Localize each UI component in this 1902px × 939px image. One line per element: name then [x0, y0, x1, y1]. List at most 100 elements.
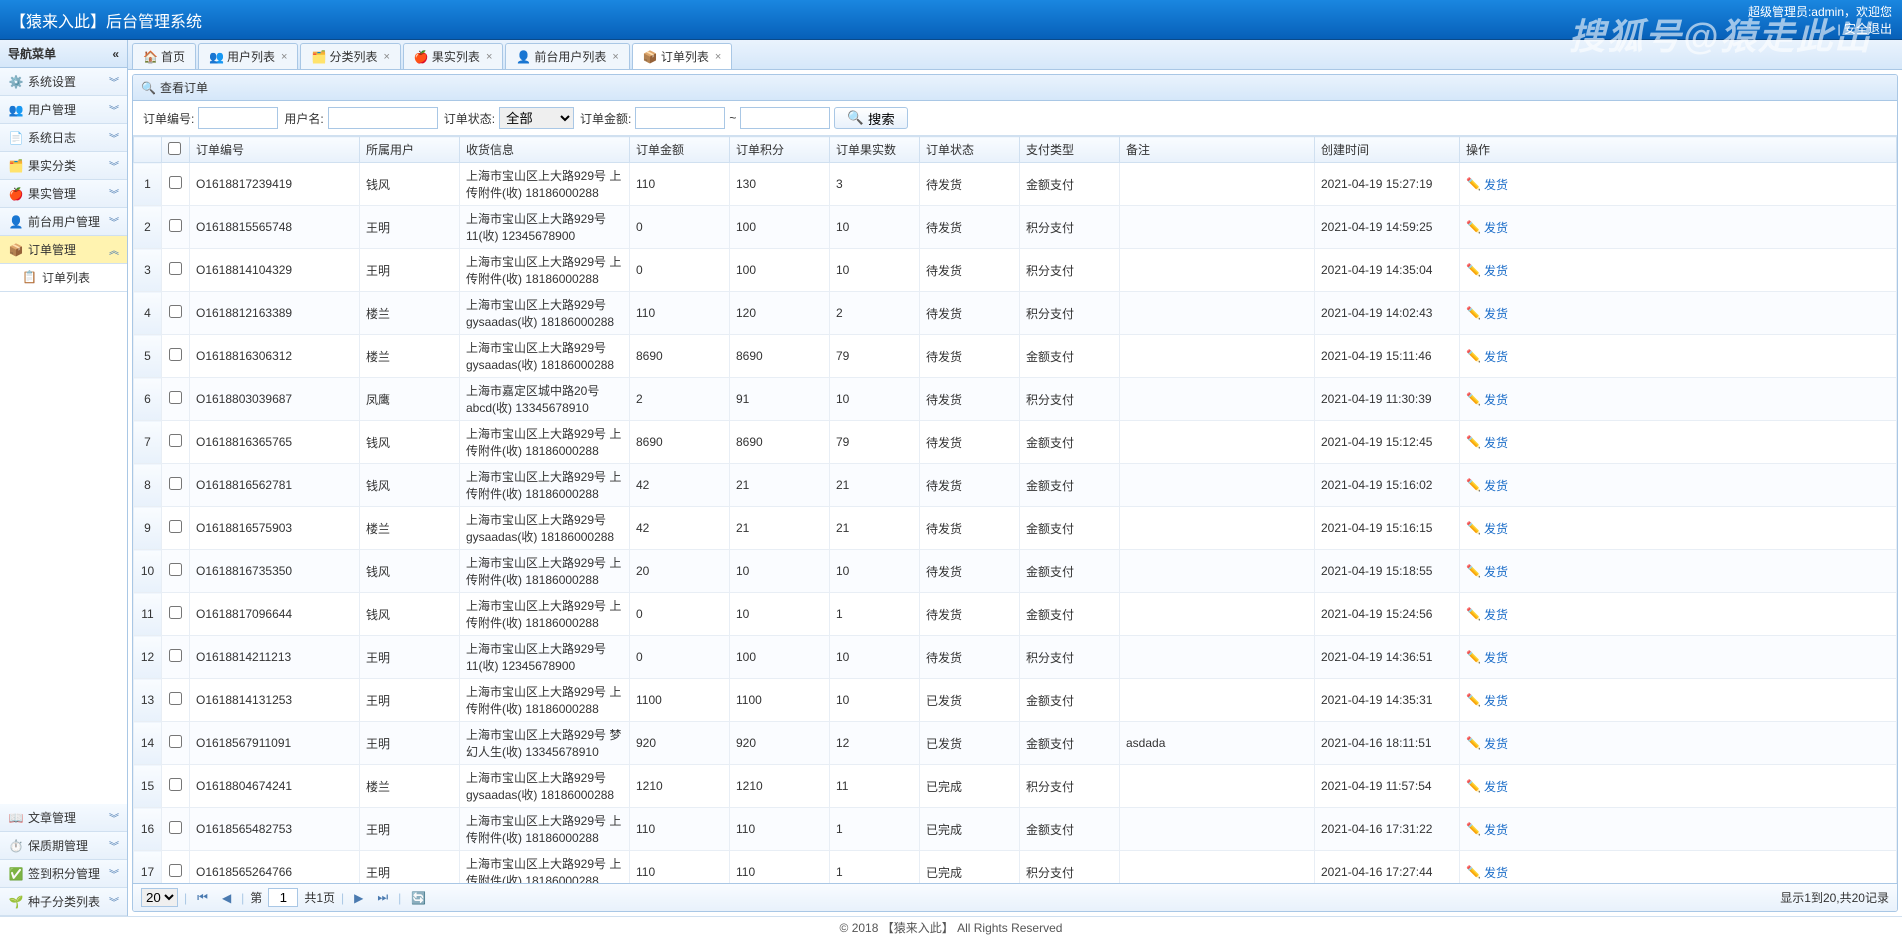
table-row[interactable]: 1 O1618817239419 钱风 上海市宝山区上大路929号 上传附件(收… [134, 163, 1897, 206]
column-header[interactable] [162, 137, 190, 163]
row-checkbox[interactable] [169, 176, 182, 189]
table-row[interactable]: 15 O1618804674241 楼兰 上海市宝山区上大路929号 gysaa… [134, 765, 1897, 808]
table-row[interactable]: 13 O1618814131253 王明 上海市宝山区上大路929号 上传附件(… [134, 679, 1897, 722]
sidebar-item-shelf[interactable]: ⏱️保质期管理︾ [0, 832, 127, 860]
amount-max-input[interactable] [740, 107, 830, 129]
column-header[interactable]: 操作 [1460, 137, 1897, 163]
sidebar-item-fruit[interactable]: 🍎果实管理︾ [0, 180, 127, 208]
ship-button[interactable]: ✏️发货 [1466, 391, 1508, 408]
ship-button[interactable]: ✏️发货 [1466, 649, 1508, 666]
tab-fruit[interactable]: 🍎果实列表× [403, 43, 503, 69]
first-page-button[interactable]: ⏮ [193, 888, 212, 907]
table-row[interactable]: 14 O1618567911091 王明 上海市宝山区上大路929号 梦幻人生(… [134, 722, 1897, 765]
row-checkbox[interactable] [169, 305, 182, 318]
sidebar-item-category[interactable]: 🗂️果实分类︾ [0, 152, 127, 180]
table-row[interactable]: 8 O1618816562781 钱风 上海市宝山区上大路929号 上传附件(收… [134, 464, 1897, 507]
logout-link[interactable]: | 安全退出 [1838, 22, 1892, 36]
amount-min-input[interactable] [635, 107, 725, 129]
table-row[interactable]: 10 O1618816735350 钱风 上海市宝山区上大路929号 上传附件(… [134, 550, 1897, 593]
refresh-button[interactable]: 🔄 [407, 889, 430, 907]
ship-button[interactable]: ✏️发货 [1466, 821, 1508, 838]
ship-button[interactable]: ✏️发货 [1466, 176, 1508, 193]
column-header[interactable]: 创建时间 [1315, 137, 1460, 163]
collapse-icon[interactable]: « [112, 47, 119, 61]
sidebar-item-front-users[interactable]: 👤前台用户管理︾ [0, 208, 127, 236]
ship-button[interactable]: ✏️发货 [1466, 434, 1508, 451]
ship-button[interactable]: ✏️发货 [1466, 864, 1508, 881]
close-icon[interactable]: × [486, 51, 492, 63]
sidebar-item-article[interactable]: 📖文章管理︾ [0, 804, 127, 832]
sidebar-item-log[interactable]: 📄系统日志︾ [0, 124, 127, 152]
ship-button[interactable]: ✏️发货 [1466, 692, 1508, 709]
ship-button[interactable]: ✏️发货 [1466, 219, 1508, 236]
tab-front-users[interactable]: 👤前台用户列表× [505, 43, 629, 69]
row-checkbox[interactable] [169, 649, 182, 662]
ship-button[interactable]: ✏️发货 [1466, 735, 1508, 752]
tab-category[interactable]: 🗂️分类列表× [300, 43, 400, 69]
row-checkbox[interactable] [169, 563, 182, 576]
column-header[interactable]: 支付类型 [1020, 137, 1120, 163]
column-header[interactable] [134, 137, 162, 163]
tab-users[interactable]: 👥用户列表× [198, 43, 298, 69]
table-row[interactable]: 17 O1618565264766 王明 上海市宝山区上大路929号 上传附件(… [134, 851, 1897, 884]
close-icon[interactable]: × [281, 51, 287, 63]
column-header[interactable]: 所属用户 [360, 137, 460, 163]
table-row[interactable]: 6 O1618803039687 凤鹰 上海市嘉定区城中路20号 abcd(收)… [134, 378, 1897, 421]
sidebar-item-seed[interactable]: 🌱种子分类列表︾ [0, 888, 127, 916]
username-input[interactable] [328, 107, 438, 129]
sidebar-item-gear[interactable]: ⚙️系统设置︾ [0, 68, 127, 96]
last-page-button[interactable]: ⏭ [373, 888, 392, 907]
tab-order[interactable]: 📦订单列表× [632, 43, 732, 69]
page-input[interactable] [268, 888, 298, 907]
table-row[interactable]: 7 O1618816365765 钱风 上海市宝山区上大路929号 上传附件(收… [134, 421, 1897, 464]
tab-home[interactable]: 🏠首页 [132, 43, 196, 69]
column-header[interactable]: 订单积分 [730, 137, 830, 163]
row-checkbox[interactable] [169, 778, 182, 791]
close-icon[interactable]: × [715, 51, 721, 63]
status-select[interactable]: 全部 [499, 107, 574, 129]
ship-button[interactable]: ✏️发货 [1466, 606, 1508, 623]
ship-button[interactable]: ✏️发货 [1466, 778, 1508, 795]
ship-button[interactable]: ✏️发货 [1466, 520, 1508, 537]
ship-button[interactable]: ✏️发货 [1466, 262, 1508, 279]
select-all-checkbox[interactable] [168, 142, 181, 155]
table-row[interactable]: 4 O1618812163389 楼兰 上海市宝山区上大路929号 gysaad… [134, 292, 1897, 335]
row-checkbox[interactable] [169, 606, 182, 619]
row-checkbox[interactable] [169, 520, 182, 533]
ship-button[interactable]: ✏️发货 [1466, 563, 1508, 580]
row-checkbox[interactable] [169, 391, 182, 404]
search-button[interactable]: 🔍 搜索 [834, 107, 907, 129]
ship-button[interactable]: ✏️发货 [1466, 348, 1508, 365]
column-header[interactable]: 订单状态 [920, 137, 1020, 163]
row-checkbox[interactable] [169, 864, 182, 877]
row-checkbox[interactable] [169, 735, 182, 748]
row-checkbox[interactable] [169, 477, 182, 490]
ship-button[interactable]: ✏️发货 [1466, 477, 1508, 494]
order-no-input[interactable] [198, 107, 278, 129]
column-header[interactable]: 订单金额 [630, 137, 730, 163]
row-checkbox[interactable] [169, 434, 182, 447]
page-size-select[interactable]: 20 [141, 888, 178, 907]
ship-button[interactable]: ✏️发货 [1466, 305, 1508, 322]
table-row[interactable]: 5 O1618816306312 楼兰 上海市宝山区上大路929号 gysaad… [134, 335, 1897, 378]
row-checkbox[interactable] [169, 348, 182, 361]
row-checkbox[interactable] [169, 692, 182, 705]
row-checkbox[interactable] [169, 821, 182, 834]
next-page-button[interactable]: ▶ [350, 889, 367, 907]
close-icon[interactable]: × [612, 51, 618, 63]
table-row[interactable]: 2 O1618815565748 王明 上海市宝山区上大路929号 11(收) … [134, 206, 1897, 249]
table-row[interactable]: 11 O1618817096644 钱风 上海市宝山区上大路929号 上传附件(… [134, 593, 1897, 636]
table-row[interactable]: 9 O1618816575903 楼兰 上海市宝山区上大路929号 gysaad… [134, 507, 1897, 550]
table-row[interactable]: 3 O1618814104329 王明 上海市宝山区上大路929号 上传附件(收… [134, 249, 1897, 292]
prev-page-button[interactable]: ◀ [218, 889, 235, 907]
table-row[interactable]: 12 O1618814211213 王明 上海市宝山区上大路929号 11(收)… [134, 636, 1897, 679]
table-row[interactable]: 16 O1618565482753 王明 上海市宝山区上大路929号 上传附件(… [134, 808, 1897, 851]
close-icon[interactable]: × [383, 51, 389, 63]
row-checkbox[interactable] [169, 219, 182, 232]
sidebar-item-points[interactable]: ✅签到积分管理︾ [0, 860, 127, 888]
column-header[interactable]: 收货信息 [460, 137, 630, 163]
row-checkbox[interactable] [169, 262, 182, 275]
sidebar-sub-order-list[interactable]: 📋 订单列表 [0, 264, 127, 292]
column-header[interactable]: 备注 [1120, 137, 1315, 163]
sidebar-item-order[interactable]: 📦订单管理︽ [0, 236, 127, 264]
